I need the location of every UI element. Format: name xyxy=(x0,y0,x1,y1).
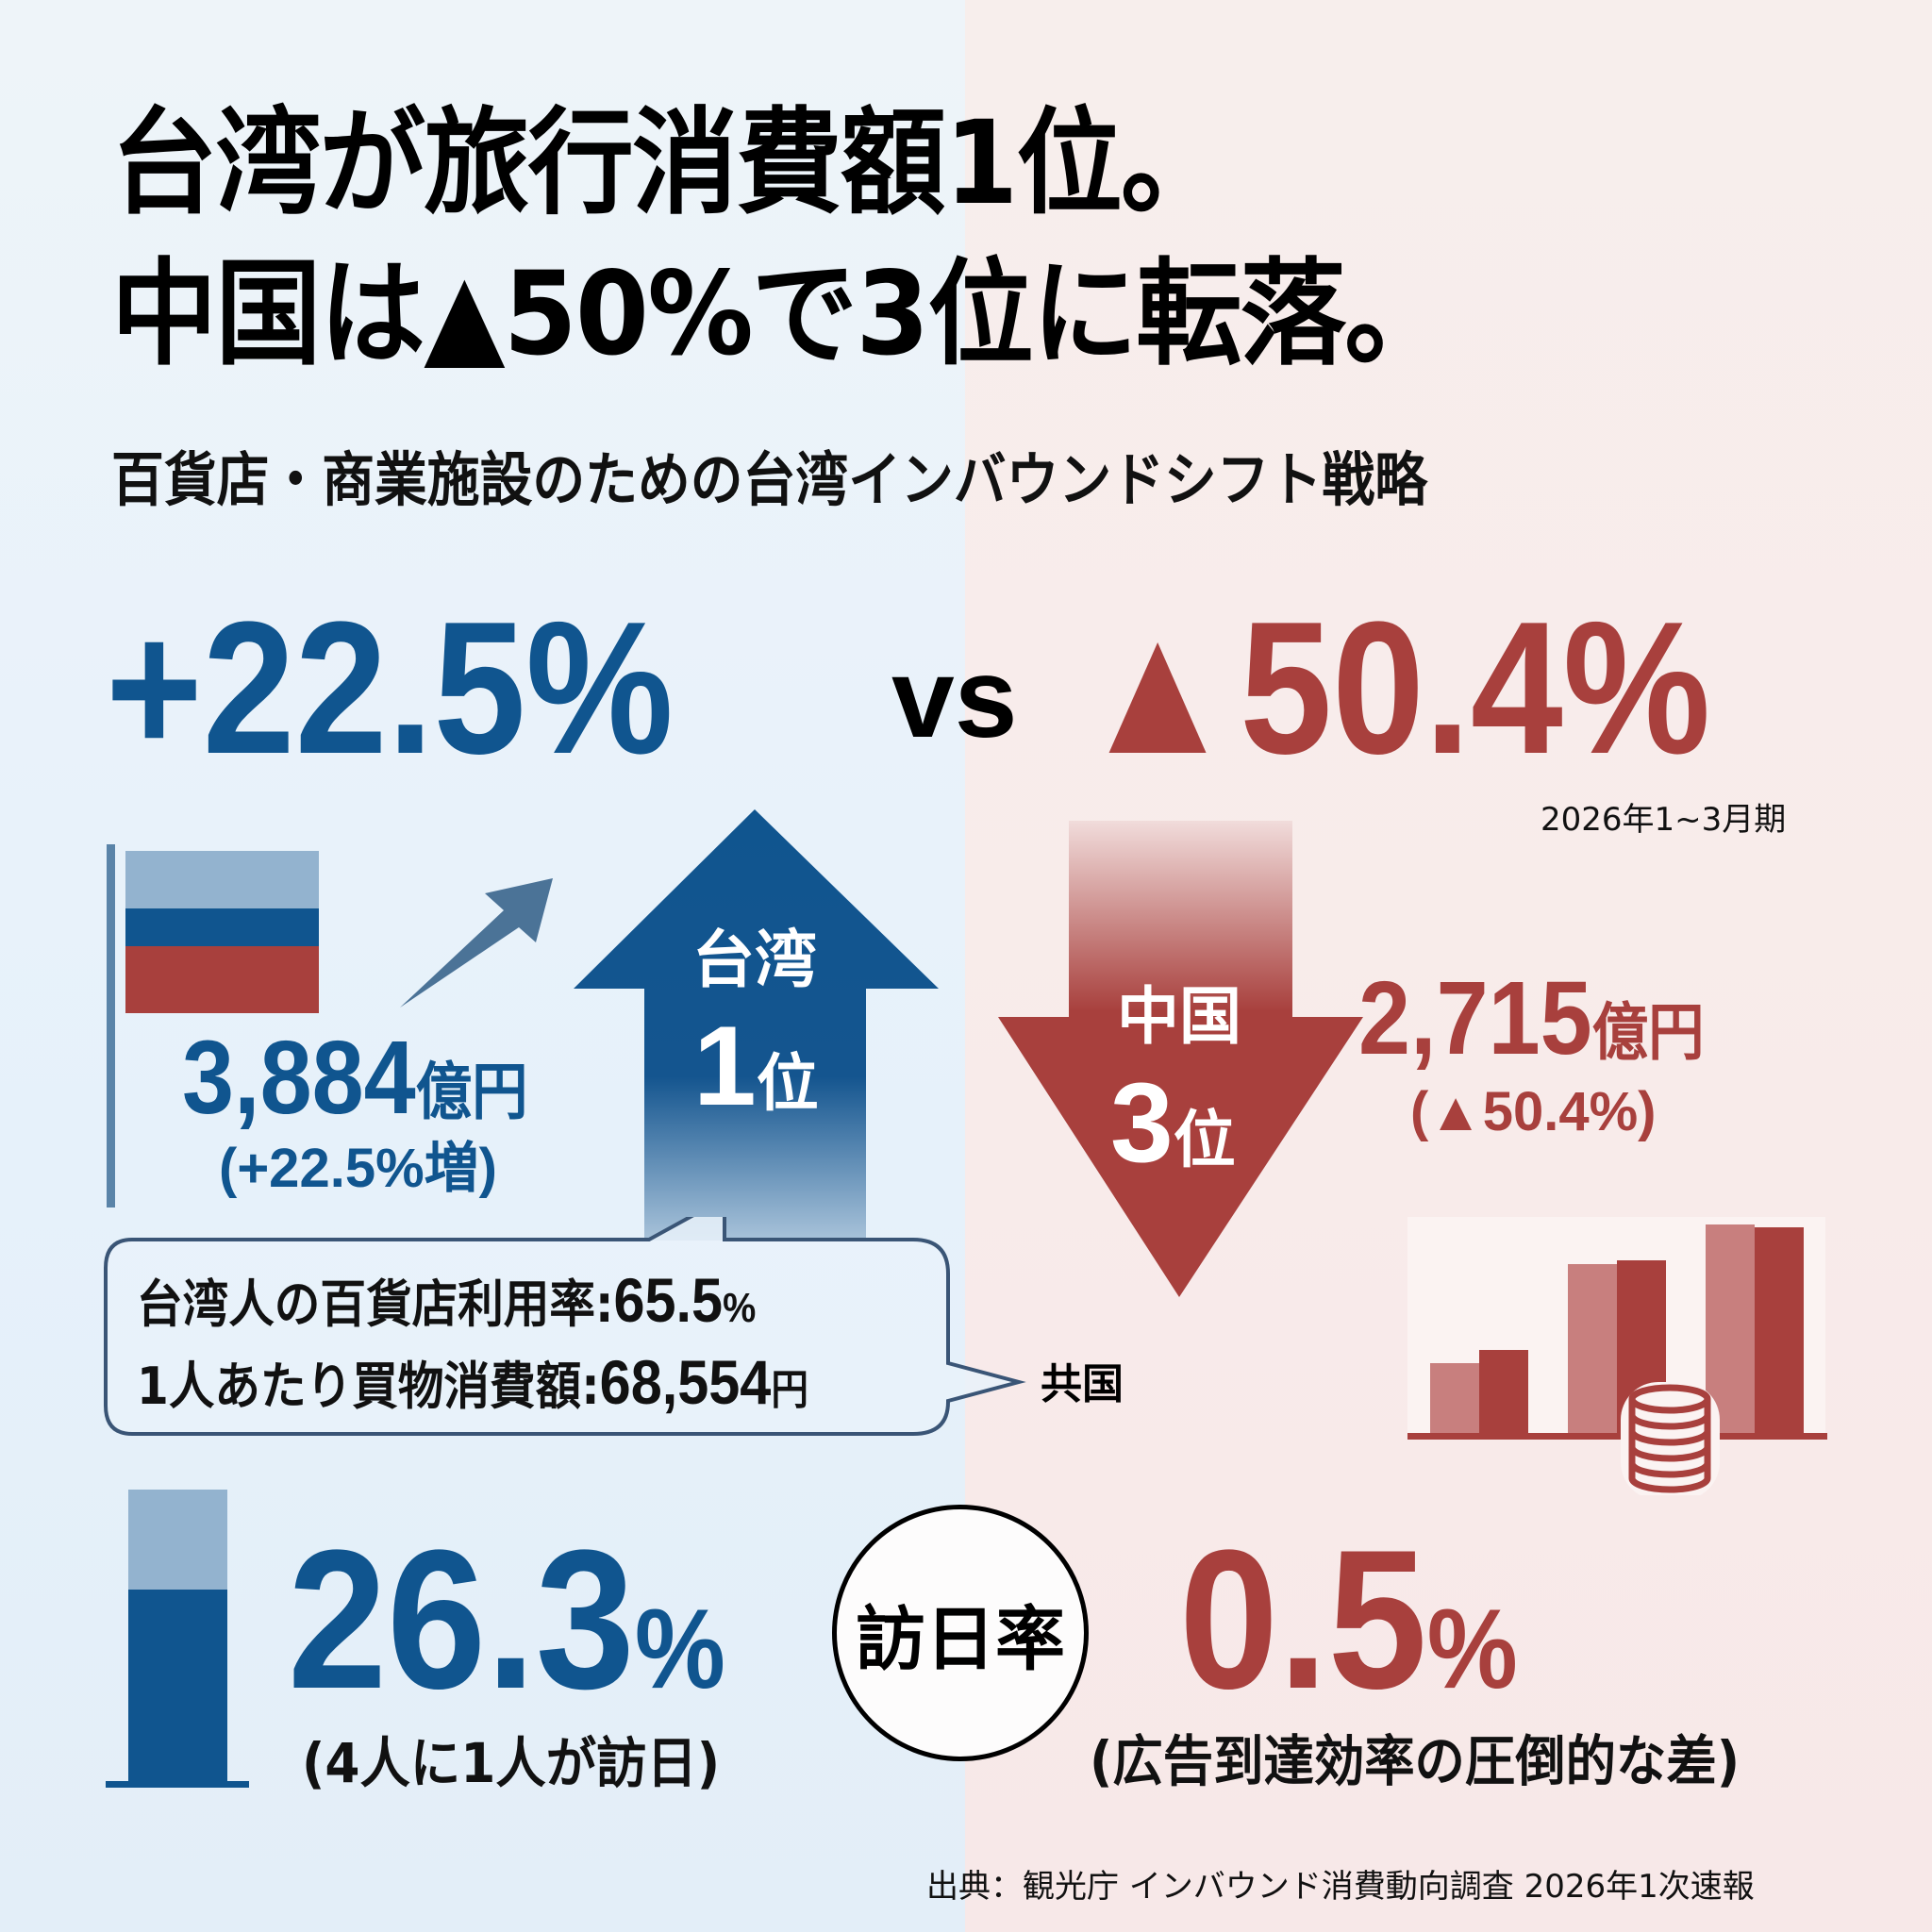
spend-per-person-label: 1人あたり買物消費額: xyxy=(137,1357,600,1416)
taiwan-visit-rate-note: (4人に1人が訪日) xyxy=(302,1731,721,1795)
taiwan-amount: 3,884億円 xyxy=(182,1026,528,1130)
flag-pole xyxy=(107,844,115,1208)
china-rank-number: 3 xyxy=(1110,1059,1174,1186)
callout-line-dept-store-rate: 台湾人の百貨店利用率:65.5% xyxy=(137,1269,756,1331)
china-visit-rate-unit: % xyxy=(1426,1586,1518,1712)
flag-icon xyxy=(125,851,319,1013)
china-amount-value: 2,715 xyxy=(1358,960,1592,1076)
china-rank: 3位 xyxy=(1110,1066,1280,1179)
taiwan-visit-rate-unit: % xyxy=(634,1586,725,1712)
taiwan-visit-rate: 26.3% xyxy=(288,1521,725,1719)
taiwan-amount-change: (+22.5%増) xyxy=(219,1138,497,1199)
dept-store-rate-value: 65.5 xyxy=(613,1265,724,1335)
page-subtitle: 百貨店・商業施設のための台湾インバウンドシフト戦略 xyxy=(111,445,1428,514)
china-amount-unit: 億円 xyxy=(1591,997,1705,1067)
china-amount: 2,715億円 xyxy=(1358,967,1705,1071)
bar-chart-coins-icon xyxy=(1407,1217,1827,1495)
china-rank-unit: 位 xyxy=(1173,1104,1236,1176)
vs-label: vs xyxy=(891,635,1018,761)
visit-rate-gauge-fill xyxy=(128,1590,227,1786)
china-visit-rate-note: (広告到達効率の圧倒的な差) xyxy=(1090,1729,1740,1793)
visit-rate-badge-label: 訪日率 xyxy=(856,1598,1065,1680)
visit-rate-gauge-empty xyxy=(128,1490,227,1590)
taiwan-rank: 1位 xyxy=(693,1009,844,1123)
period-label: 2026年1~3月期 xyxy=(1541,801,1787,839)
china-change-stat: ▲50.4% xyxy=(1075,583,1711,793)
taiwan-amount-unit: 億円 xyxy=(415,1057,528,1126)
china-arrow-label: 中国 xyxy=(1117,980,1241,1053)
callout-bubble xyxy=(104,1217,1026,1436)
china-visit-rate-value: 0.5 xyxy=(1179,1508,1427,1730)
callout-fragment-text: 共国 xyxy=(1041,1360,1124,1408)
dept-store-rate-label: 台湾人の百貨店利用率: xyxy=(137,1274,614,1334)
page-title-line2: 中国は▲50%で3位に転落。 xyxy=(111,247,1450,381)
up-arrow-icon xyxy=(574,809,939,1241)
taiwan-arrow-label: 台湾 xyxy=(692,924,817,996)
taiwan-amount-value: 3,884 xyxy=(182,1020,416,1136)
dept-store-rate-unit: % xyxy=(723,1285,757,1331)
spend-per-person-unit: 円 xyxy=(771,1366,808,1414)
taiwan-rank-unit: 位 xyxy=(756,1047,819,1120)
taiwan-visit-rate-value: 26.3 xyxy=(288,1508,635,1730)
taiwan-rank-number: 1 xyxy=(693,1003,757,1129)
taiwan-change-stat: +22.5% xyxy=(106,583,674,793)
visit-rate-gauge-base xyxy=(106,1781,249,1788)
spend-per-person-value: 68,554 xyxy=(599,1347,772,1417)
china-visit-rate: 0.5% xyxy=(1179,1521,1518,1719)
trend-up-arrow-icon xyxy=(400,878,553,1008)
china-amount-change: (▲50.4%) xyxy=(1410,1081,1657,1142)
page-title-line1: 台湾が旅行消費額1位。 xyxy=(111,96,1226,230)
visit-rate-badge: 訪日率 xyxy=(832,1505,1089,1761)
source-citation: 出典：観光庁 インバウンド消費動向調査 2026年1次速報 xyxy=(926,1868,1755,1906)
down-arrow-icon xyxy=(998,821,1363,1297)
callout-line-spend-per-person: 1人あたり買物消費額:68,554円 xyxy=(137,1351,808,1413)
